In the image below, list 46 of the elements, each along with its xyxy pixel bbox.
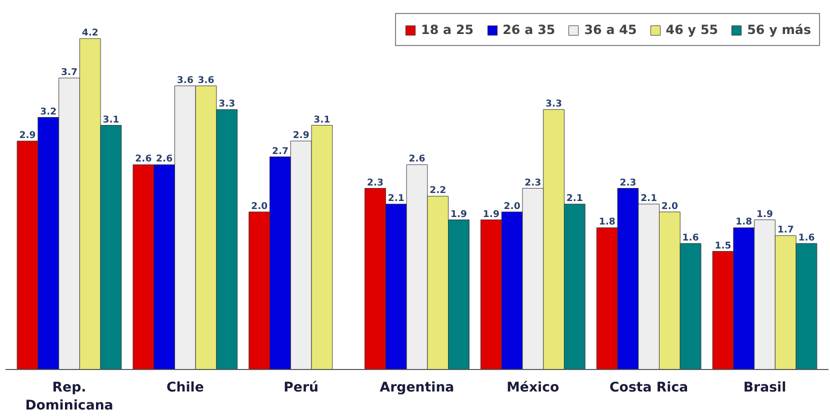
data-label: 2.3 — [524, 177, 542, 188]
data-label: 1.7 — [777, 224, 794, 236]
data-label: 2.1 — [388, 193, 404, 204]
x-tick-label: Argentina — [380, 380, 454, 396]
data-label: 2.2 — [430, 185, 446, 196]
data-label: 2.0 — [661, 200, 678, 212]
data-label: 3.6 — [176, 74, 194, 86]
data-label: 4.2 — [82, 28, 98, 39]
data-label: 3.3 — [546, 98, 562, 110]
data-label: 1.5 — [714, 240, 732, 252]
data-label: 2.6 — [156, 154, 173, 165]
data-label: 3.1 — [102, 114, 120, 126]
data-label: 1.9 — [756, 208, 774, 220]
x-tick-label: Costa Rica — [610, 380, 688, 396]
data-label: 2.3 — [620, 177, 636, 188]
x-tick-label: Perú — [284, 380, 319, 396]
data-label: 2.1 — [640, 193, 658, 204]
data-label: 3.3 — [218, 98, 236, 110]
x-tick-label: Rep. Dominicana — [25, 380, 114, 414]
data-label: 1.6 — [682, 232, 699, 244]
data-label: 1.8 — [736, 216, 752, 228]
data-label: 2.9 — [19, 130, 36, 142]
x-tick-label: Brasil — [743, 380, 786, 396]
data-label: 3.6 — [198, 74, 214, 86]
data-label: 1.8 — [598, 216, 616, 228]
data-label: 1.6 — [798, 232, 815, 244]
data-label: 2.1 — [566, 193, 583, 204]
data-label: 2.7 — [272, 146, 288, 157]
data-label: 2.6 — [408, 154, 426, 165]
data-label: 1.9 — [450, 208, 467, 220]
x-tick-label: México — [506, 380, 560, 396]
legend-label: 46 y 55 — [666, 22, 718, 37]
data-label: 2.3 — [367, 177, 384, 188]
legend-label: 26 a 35 — [502, 22, 556, 37]
data-label: 3.1 — [314, 114, 330, 126]
legend-label: 36 a 45 — [584, 22, 637, 37]
data-label: 1.9 — [482, 208, 500, 220]
legend-label: 18 a 25 — [421, 22, 474, 37]
data-label: 2.6 — [135, 154, 152, 165]
data-label: 2.0 — [251, 200, 268, 212]
data-label: 2.9 — [292, 130, 310, 142]
x-tick-label: Chile — [166, 380, 204, 396]
data-label: 2.0 — [504, 200, 521, 212]
data-label: 3.7 — [60, 66, 78, 78]
data-label: 3.2 — [40, 106, 57, 118]
legend-label: 56 y más — [747, 22, 811, 37]
